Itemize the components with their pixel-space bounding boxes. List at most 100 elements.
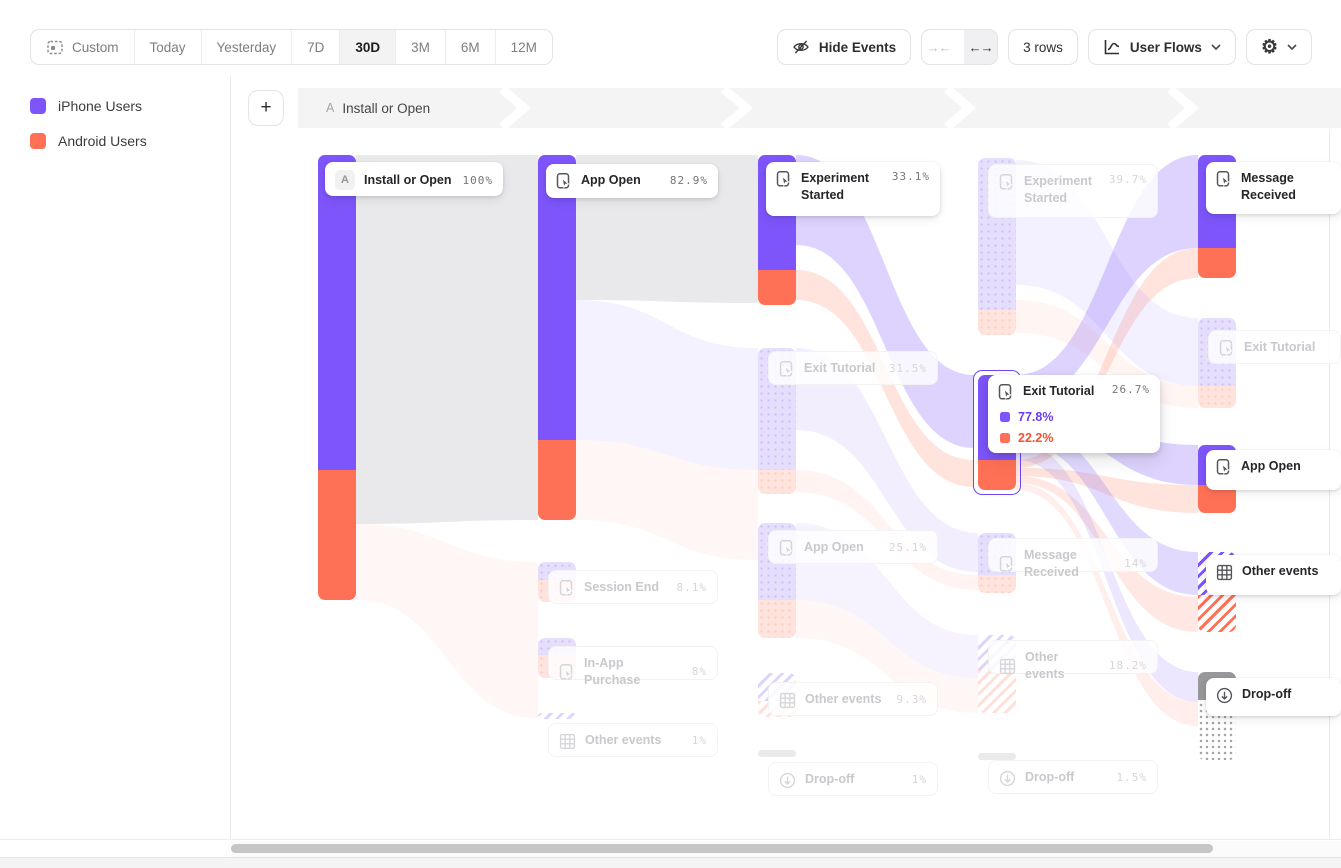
node-label: Install or Open: [364, 172, 452, 187]
right-toolbar: Hide Events →← ←→ 3 rows User Flows ⚙: [776, 29, 1312, 65]
horizontal-scrollbar-thumb[interactable]: [231, 844, 1213, 853]
node-card-message-received[interactable]: Message Received 14%: [988, 538, 1158, 579]
drop-off-icon: [999, 770, 1016, 786]
node-label: Drop-off: [1242, 687, 1292, 702]
node-label: Other events: [585, 733, 662, 748]
node-card-drop-off[interactable]: Drop-off: [1206, 678, 1341, 716]
node-percentage: 1.5%: [1116, 771, 1147, 785]
event-icon: [998, 383, 1012, 400]
date-range-12m[interactable]: 12M: [494, 30, 552, 64]
node-card-other-events[interactable]: Other events 1%: [548, 723, 718, 757]
node-card-install-or-open[interactable]: A Install or Open 100%: [325, 162, 503, 196]
add-step-button[interactable]: +: [248, 90, 284, 126]
node-label: Other events: [1025, 650, 1065, 681]
node-percentage: 26.7%: [1111, 383, 1150, 396]
node-card-other-events[interactable]: Other events 18.2%: [988, 640, 1158, 681]
node-bar-app-open[interactable]: [538, 155, 576, 520]
bar-segment-android: [1198, 595, 1236, 632]
chart-type-label: User Flows: [1129, 39, 1202, 55]
expand-columns-button[interactable]: ←→: [964, 30, 998, 64]
node-percentage: 33.1%: [891, 170, 930, 183]
node-card-other-events[interactable]: Other events: [1206, 555, 1341, 595]
date-range-label: Custom: [72, 39, 119, 55]
eye-off-icon: [793, 40, 809, 54]
node-bar-other-events[interactable]: [538, 713, 576, 719]
date-range-label: 30D: [355, 39, 381, 55]
node-bar-drop-off[interactable]: [758, 750, 796, 757]
event-icon: [999, 173, 1013, 190]
legend-label: iPhone Users: [58, 98, 143, 114]
expand-arrows-icon: ←→: [968, 39, 994, 55]
node-percentage: 82.9%: [669, 173, 708, 187]
node-card-session-end[interactable]: Session End 8.1%: [548, 570, 718, 604]
flow-link: [356, 155, 538, 524]
node-card-app-open[interactable]: App Open 82.9%: [546, 164, 718, 198]
date-range-30d[interactable]: 30D: [339, 30, 396, 64]
node-label: Exit Tutorial: [1244, 340, 1316, 354]
node-percentage: 1%: [911, 773, 927, 787]
node-label: App Open: [581, 173, 641, 187]
node-card-exit-tutorial[interactable]: Exit Tutorial 26.7% 77.8% 22.2%: [988, 375, 1160, 453]
node-percentage: 9.3%: [896, 693, 927, 707]
node-bar-exit-tutorial[interactable]: [758, 348, 796, 494]
collapse-arrows-icon: →←: [926, 39, 952, 55]
step-letter-badge: A: [335, 170, 355, 190]
date-range-custom[interactable]: Custom: [31, 30, 134, 64]
node-percentage: 31.5%: [888, 361, 927, 375]
node-label: In-App Purchase: [584, 656, 641, 687]
flow-link: [576, 300, 758, 470]
bar-segment-gray: [978, 753, 1016, 760]
rows-label: 3 rows: [1023, 39, 1063, 55]
series-swatch: [1000, 411, 1010, 422]
legend-swatch: [30, 98, 46, 114]
date-range-6m[interactable]: 6M: [444, 30, 495, 64]
node-bar-drop-off[interactable]: [978, 753, 1016, 760]
node-card-drop-off[interactable]: Drop-off 1.5%: [988, 760, 1158, 794]
node-percentage: 8.1%: [676, 580, 707, 594]
node-card-app-open[interactable]: App Open: [1206, 450, 1341, 490]
legend-item-iphone[interactable]: iPhone Users: [30, 98, 147, 114]
node-bar-install-or-open[interactable]: [318, 155, 356, 600]
node-label: Exit Tutorial: [804, 361, 876, 375]
settings-dropdown[interactable]: ⚙: [1245, 29, 1312, 65]
bar-segment-android: [758, 270, 796, 305]
date-range-label: 3M: [411, 39, 430, 55]
step-breadcrumb[interactable]: A Install or Open: [326, 88, 430, 128]
bar-segment-iphone: [538, 155, 576, 440]
node-card-exit-tutorial[interactable]: Exit Tutorial 31.5%: [768, 351, 938, 385]
date-range-7d[interactable]: 7D: [291, 30, 339, 64]
rows-button[interactable]: 3 rows: [1008, 29, 1078, 65]
event-icon: [776, 170, 790, 187]
chevron-down-icon: [1211, 44, 1221, 50]
node-card-exit-tutorial[interactable]: Exit Tutorial: [1208, 330, 1341, 364]
event-icon: [556, 172, 570, 189]
event-icon: [559, 579, 573, 596]
node-label: Exit Tutorial: [1023, 384, 1095, 398]
legend-item-android[interactable]: Android Users: [30, 133, 147, 149]
date-range-3m[interactable]: 3M: [395, 30, 445, 64]
event-icon: [1216, 170, 1230, 187]
node-card-message-received[interactable]: Message Received: [1206, 162, 1341, 214]
step-chevron-icon: [721, 88, 753, 128]
date-range-yesterday[interactable]: Yesterday: [200, 30, 292, 64]
node-card-other-events[interactable]: Other events 9.3%: [768, 682, 938, 716]
node-card-experiment-started[interactable]: Experiment Started 33.1%: [766, 162, 940, 216]
date-range-today[interactable]: Today: [133, 30, 201, 64]
flow-link: [356, 524, 538, 718]
hide-events-button[interactable]: Hide Events: [776, 29, 912, 65]
collapse-columns-button[interactable]: →←: [922, 30, 955, 64]
bar-segment-android: [538, 440, 576, 520]
hide-events-label: Hide Events: [818, 39, 897, 55]
chart-type-dropdown[interactable]: User Flows: [1087, 29, 1236, 65]
node-card-in-app-purchase[interactable]: In-App Purchase 8%: [548, 646, 718, 687]
node-card-app-open[interactable]: App Open 25.1%: [768, 530, 938, 564]
event-icon: [1216, 458, 1230, 475]
tooltip-breakdown: 77.8% 22.2%: [998, 410, 1150, 445]
node-card-drop-off[interactable]: Drop-off 1%: [768, 762, 938, 796]
gear-icon: ⚙: [1260, 36, 1278, 58]
flow-link: [576, 440, 758, 560]
bar-segment-android: [978, 460, 1016, 490]
node-card-experiment-started[interactable]: Experiment Started 39.7%: [988, 164, 1158, 218]
date-range-label: Yesterday: [216, 39, 277, 55]
collapse-expand-toggle: →← ←→: [921, 29, 999, 65]
